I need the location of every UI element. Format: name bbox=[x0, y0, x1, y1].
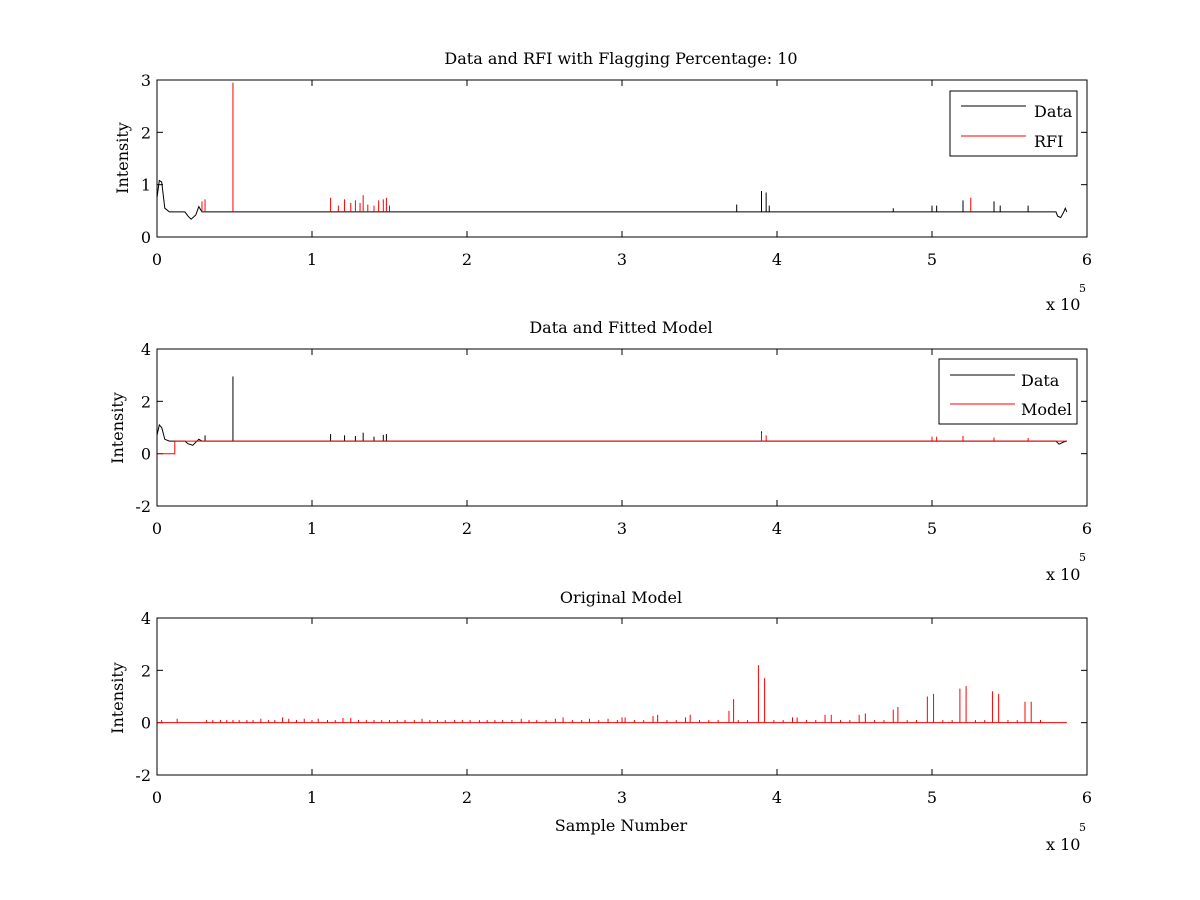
x-tick-label: 5 bbox=[927, 519, 937, 538]
x-tick-label: 4 bbox=[772, 519, 782, 538]
x-tick-label: 0 bbox=[152, 788, 162, 807]
y-tick-label: 0 bbox=[141, 228, 151, 247]
x-tick-label: 6 bbox=[1082, 519, 1092, 538]
y-tick-label: 1 bbox=[141, 176, 151, 195]
panel-1-ylabel: Intensity bbox=[113, 122, 132, 194]
x-tick-label: 0 bbox=[152, 250, 162, 269]
panel-1-title: Data and RFI with Flagging Percentage: 1… bbox=[444, 49, 797, 68]
panel-3-x-exponent: x 10 bbox=[1046, 835, 1080, 854]
panel-3-axes-box bbox=[156, 617, 1088, 776]
x-tick-label: 2 bbox=[462, 250, 472, 269]
x-tick-label: 3 bbox=[617, 250, 627, 269]
legend-rfi-label: RFI bbox=[1034, 132, 1063, 151]
panel-3-series bbox=[157, 665, 1067, 724]
panel-rfi: Data and RFI with Flagging Percentage: 1… bbox=[113, 49, 1092, 314]
x-tick-label: 0 bbox=[152, 519, 162, 538]
panel-1-legend-box bbox=[949, 90, 1078, 157]
legend-model-label: Model bbox=[1021, 400, 1072, 419]
x-tick-label: 6 bbox=[1082, 788, 1092, 807]
data-line bbox=[156, 423, 1067, 446]
y-tick-label: -2 bbox=[135, 766, 151, 785]
x-tick-label: 1 bbox=[307, 519, 317, 538]
panel-2-ylabel: Intensity bbox=[108, 392, 127, 464]
panel-2-series bbox=[156, 376, 1067, 455]
panel-2-x-exponent: x 10 bbox=[1046, 565, 1080, 584]
panel-3-title: Original Model bbox=[560, 588, 682, 607]
panel-1-legend: Data RFI bbox=[949, 90, 1078, 157]
x-tick-label: 3 bbox=[617, 788, 627, 807]
x-tick-label: 4 bbox=[772, 788, 782, 807]
y-tick-label: 4 bbox=[141, 609, 151, 628]
x-tick-label: 5 bbox=[927, 788, 937, 807]
model-line bbox=[157, 440, 1067, 455]
panel-1-series bbox=[156, 82, 1068, 220]
x-tick-label: 5 bbox=[927, 250, 937, 269]
panel-1-axes-box bbox=[156, 79, 1088, 238]
panel-2-legend: Data Model bbox=[938, 358, 1078, 425]
x-tick-label: 2 bbox=[462, 788, 472, 807]
data-line bbox=[156, 179, 1068, 220]
y-tick-label: 0 bbox=[141, 445, 151, 464]
panel-1-x-exponent-power: 5 bbox=[1079, 282, 1086, 295]
panel-1-x-exponent: x 10 bbox=[1046, 295, 1080, 314]
panel-2-legend-box bbox=[938, 358, 1078, 425]
y-tick-label: -2 bbox=[135, 497, 151, 516]
x-tick-label: 3 bbox=[617, 519, 627, 538]
panel-2-x-exponent-power: 5 bbox=[1079, 551, 1086, 564]
panel-3-xlabel: Sample Number bbox=[555, 816, 688, 835]
y-tick-label: 2 bbox=[141, 392, 151, 411]
x-tick-label: 4 bbox=[772, 250, 782, 269]
legend-data-label: Data bbox=[1021, 371, 1060, 390]
panel-2-title: Data and Fitted Model bbox=[529, 318, 712, 337]
legend-data-label: Data bbox=[1034, 102, 1073, 121]
y-tick-label: 2 bbox=[141, 123, 151, 142]
panel-3-x-exponent-power: 5 bbox=[1079, 821, 1086, 834]
x-tick-label: 1 bbox=[307, 788, 317, 807]
y-tick-label: 0 bbox=[141, 714, 151, 733]
panel-2-axes-box bbox=[156, 348, 1088, 507]
x-tick-label: 6 bbox=[1082, 250, 1092, 269]
panel-model: Data and Fitted Model Intensity 0 1 2 3 4 5 6 -… bbox=[108, 318, 1092, 584]
y-tick-label: 2 bbox=[141, 661, 151, 680]
x-tick-label: 2 bbox=[462, 519, 472, 538]
x-tick-label: 1 bbox=[307, 250, 317, 269]
y-tick-label: 4 bbox=[141, 340, 151, 359]
y-tick-label: 3 bbox=[141, 71, 151, 90]
panel-3-ylabel: Intensity bbox=[108, 662, 127, 734]
